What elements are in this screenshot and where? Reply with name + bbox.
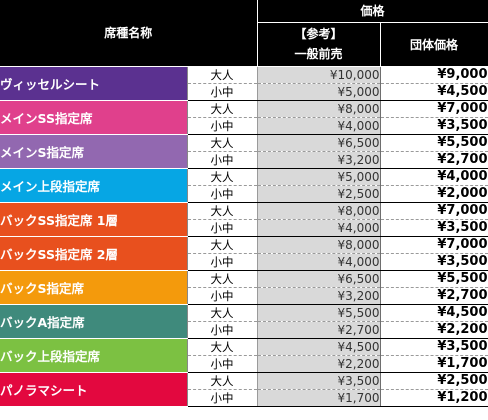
seat-row-adult: メインSS指定席 大人 ¥8,000 ¥7,000 — [0, 100, 488, 135]
group-price-child: ¥1,700 — [380, 355, 488, 373]
age-label-child: 小中 — [187, 287, 258, 305]
group-price-child: ¥3,500 — [380, 219, 488, 237]
age-label-child: 小中 — [187, 321, 258, 339]
general-price-child: ¥5,000 — [257, 83, 381, 101]
age-label-child: 小中 — [187, 117, 258, 135]
general-price-adult: ¥3,500 — [257, 372, 381, 390]
seat-name: メインS指定席 — [0, 134, 188, 169]
seat-row-child: 小中 ¥4,000 ¥3,500 — [0, 219, 488, 237]
seat-row-adult: バックA指定席 大人 ¥5,500 ¥4,500 — [0, 304, 488, 339]
general-price-adult: ¥4,500 — [257, 338, 381, 356]
age-label-child: 小中 — [187, 219, 258, 237]
group-price-header: 団体価格 — [380, 22, 488, 67]
age-label-child: 小中 — [187, 151, 258, 169]
seat-row-adult: バックSS指定席 2層 大人 ¥8,000 ¥7,000 — [0, 236, 488, 271]
seat-rows: ヴィッセルシート 大人 ¥10,000 ¥9,000 小中 ¥5,000 ¥4,500 メイン… — [0, 66, 488, 407]
general-price-child: ¥1,700 — [257, 389, 381, 407]
general-price-label: 一般前売 — [294, 47, 343, 61]
seat-row-child: 小中 ¥5,000 ¥4,500 — [0, 83, 488, 101]
general-reference-label: 【参考】 — [294, 27, 343, 41]
general-price-child: ¥2,200 — [257, 355, 381, 373]
age-label-child: 小中 — [187, 389, 258, 407]
seat-row-child: 小中 ¥2,200 ¥1,700 — [0, 355, 488, 373]
general-price-child: ¥2,500 — [257, 185, 381, 203]
seat-name: バックSS指定席 2層 — [0, 236, 188, 271]
general-price-adult: ¥8,000 — [257, 236, 381, 254]
age-label-child: 小中 — [187, 185, 258, 203]
seat-row-adult: ヴィッセルシート 大人 ¥10,000 ¥9,000 — [0, 66, 488, 101]
age-label-child: 小中 — [187, 355, 258, 373]
price-header: 価格 — [257, 0, 488, 23]
seat-row-child: 小中 ¥2,500 ¥2,000 — [0, 185, 488, 203]
group-price-adult: ¥7,000 — [380, 202, 488, 220]
seat-name: バック上段指定席 — [0, 338, 188, 373]
seat-row-adult: メインS指定席 大人 ¥6,500 ¥5,500 — [0, 134, 488, 169]
group-price-adult: ¥7,000 — [380, 100, 488, 118]
group-price-child: ¥3,500 — [380, 253, 488, 271]
seat-row-child: 小中 ¥2,700 ¥2,200 — [0, 321, 488, 339]
seat-name: バックSS指定席 1層 — [0, 202, 188, 237]
seat-name: メイン上段指定席 — [0, 168, 188, 203]
age-label-adult: 大人 — [187, 304, 258, 322]
age-label-child: 小中 — [187, 253, 258, 271]
general-price-child: ¥3,200 — [257, 151, 381, 169]
general-price-child: ¥4,000 — [257, 219, 381, 237]
general-price-adult: ¥8,000 — [257, 100, 381, 118]
group-price-adult: ¥4,000 — [380, 168, 488, 186]
age-label-adult: 大人 — [187, 236, 258, 254]
seat-row-child: 小中 ¥3,200 ¥2,700 — [0, 151, 488, 169]
age-label-adult: 大人 — [187, 134, 258, 152]
general-price-adult: ¥5,500 — [257, 304, 381, 322]
group-price-adult: ¥5,500 — [380, 134, 488, 152]
group-price-child: ¥2,700 — [380, 151, 488, 169]
age-label-adult: 大人 — [187, 372, 258, 390]
group-price-adult: ¥7,000 — [380, 236, 488, 254]
general-price-adult: ¥8,000 — [257, 202, 381, 220]
age-label-adult: 大人 — [187, 338, 258, 356]
seat-row-adult: バック上段指定席 大人 ¥4,500 ¥3,500 — [0, 338, 488, 373]
age-label-adult: 大人 — [187, 270, 258, 288]
seat-row-child: 小中 ¥4,000 ¥3,500 — [0, 117, 488, 135]
general-price-child: ¥3,200 — [257, 287, 381, 305]
seat-price-table: 席種名称 価格 【参考】 一般前売 団体価格 ヴィッセルシート 大人 ¥10,000… — [0, 0, 488, 407]
seat-row-adult: メイン上段指定席 大人 ¥5,000 ¥4,000 — [0, 168, 488, 203]
general-price-adult: ¥6,500 — [257, 134, 381, 152]
age-label-adult: 大人 — [187, 168, 258, 186]
general-price-child: ¥4,000 — [257, 117, 381, 135]
seat-row-child: 小中 ¥3,200 ¥2,700 — [0, 287, 488, 305]
seat-name: パノラマシート — [0, 372, 188, 407]
group-price-child: ¥1,200 — [380, 389, 488, 407]
group-price-child: ¥2,700 — [380, 287, 488, 305]
seat-name-header: 席種名称 — [0, 0, 258, 67]
seat-row-adult: バックSS指定席 1層 大人 ¥8,000 ¥7,000 — [0, 202, 488, 237]
seat-row-adult: バックS指定席 大人 ¥6,500 ¥5,500 — [0, 270, 488, 305]
group-price-adult: ¥4,500 — [380, 304, 488, 322]
group-price-adult: ¥3,500 — [380, 338, 488, 356]
general-price-adult: ¥5,000 — [257, 168, 381, 186]
group-price-child: ¥2,200 — [380, 321, 488, 339]
general-price-header: 【参考】 一般前売 — [257, 22, 381, 67]
seat-row-adult: パノラマシート 大人 ¥3,500 ¥2,500 — [0, 372, 488, 407]
general-price-child: ¥4,000 — [257, 253, 381, 271]
seat-name: メインSS指定席 — [0, 100, 188, 135]
seat-row-child: 小中 ¥4,000 ¥3,500 — [0, 253, 488, 271]
seat-row-child: 小中 ¥1,700 ¥1,200 — [0, 389, 488, 407]
general-price-adult: ¥10,000 — [257, 66, 381, 84]
age-label-child: 小中 — [187, 83, 258, 101]
group-price-child: ¥3,500 — [380, 117, 488, 135]
group-price-child: ¥4,500 — [380, 83, 488, 101]
age-label-adult: 大人 — [187, 66, 258, 84]
general-price-child: ¥2,700 — [257, 321, 381, 339]
group-price-adult: ¥9,000 — [380, 66, 488, 84]
seat-name: ヴィッセルシート — [0, 66, 188, 101]
group-price-child: ¥2,000 — [380, 185, 488, 203]
group-price-adult: ¥2,500 — [380, 372, 488, 390]
general-price-adult: ¥6,500 — [257, 270, 381, 288]
age-label-adult: 大人 — [187, 100, 258, 118]
age-label-adult: 大人 — [187, 202, 258, 220]
seat-name: バックA指定席 — [0, 304, 188, 339]
group-price-adult: ¥5,500 — [380, 270, 488, 288]
seat-name: バックS指定席 — [0, 270, 188, 305]
